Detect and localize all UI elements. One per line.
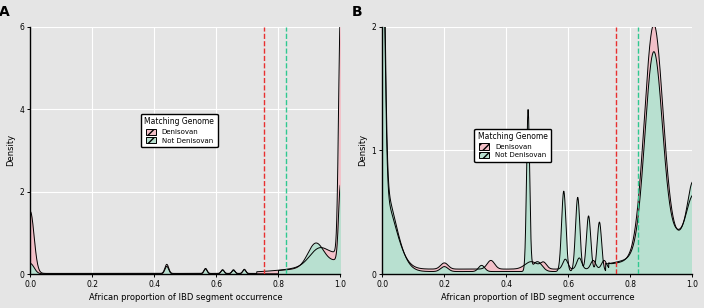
Y-axis label: Density: Density — [358, 134, 367, 166]
X-axis label: African proportion of IBD segment occurrence: African proportion of IBD segment occurr… — [441, 294, 634, 302]
Legend: Denisovan, Not Denisovan: Denisovan, Not Denisovan — [474, 129, 551, 162]
Y-axis label: Density: Density — [6, 134, 15, 166]
Text: A: A — [0, 5, 10, 19]
Text: B: B — [351, 5, 362, 19]
Legend: Denisovan, Not Denisovan: Denisovan, Not Denisovan — [141, 114, 218, 147]
X-axis label: African proportion of IBD segment occurrence: African proportion of IBD segment occurr… — [89, 294, 282, 302]
